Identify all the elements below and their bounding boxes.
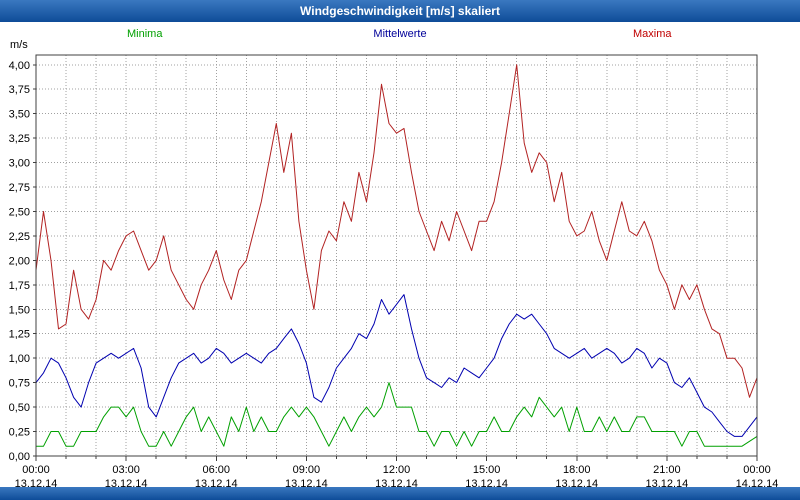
x-tick-time-label: 21:00 bbox=[653, 464, 681, 476]
x-tick-time-label: 15:00 bbox=[473, 464, 501, 476]
y-tick-label: 0,00 bbox=[9, 451, 30, 463]
y-tick-label: 4,00 bbox=[9, 60, 30, 72]
x-tick-time-label: 09:00 bbox=[293, 464, 321, 476]
y-tick-label: 1,00 bbox=[9, 353, 30, 365]
x-tick-time-label: 06:00 bbox=[202, 464, 230, 476]
legend-mittelwerte-label: Mittelwerte bbox=[373, 28, 427, 40]
x-tick-time-label: 18:00 bbox=[563, 464, 591, 476]
y-tick-label: 3,50 bbox=[9, 109, 30, 121]
y-tick-label: 1,50 bbox=[9, 304, 30, 316]
page-title: Windgeschwindigkeit [m/s] skaliert bbox=[300, 4, 500, 18]
plot-border bbox=[35, 54, 758, 457]
y-tick-label: 3,75 bbox=[9, 84, 30, 96]
y-tick-label: 1,75 bbox=[9, 280, 30, 292]
x-tick-time-label: 00:00 bbox=[22, 464, 50, 476]
series-line-maxima bbox=[35, 64, 758, 398]
y-axis-unit-label: m/s bbox=[10, 39, 28, 51]
y-tick-label: 2,50 bbox=[9, 206, 30, 218]
y-tick-label: 0,75 bbox=[9, 378, 30, 390]
y-tick-label: 1,25 bbox=[9, 329, 30, 341]
x-tick-time-label: 00:00 bbox=[743, 464, 771, 476]
y-tick-label: 2,75 bbox=[9, 182, 30, 194]
y-tick-label: 0,50 bbox=[9, 402, 30, 414]
grid-lines bbox=[36, 55, 757, 456]
y-tick-label: 0,25 bbox=[9, 427, 30, 439]
y-tick-label: 2,25 bbox=[9, 231, 30, 243]
x-tick-time-label: 03:00 bbox=[112, 464, 140, 476]
y-tick-label: 3,25 bbox=[9, 133, 30, 145]
legend-maxima-label: Maxima bbox=[633, 28, 672, 40]
y-tick-label: 3,00 bbox=[9, 158, 30, 170]
x-tick-time-label: 12:00 bbox=[383, 464, 411, 476]
y-tick-label: 2,00 bbox=[9, 255, 30, 267]
series-line-minima bbox=[36, 382, 758, 447]
y-axis-labels: 0,00 0,25 0,50 0,75 1,00 1,25 1,50 1,75 2,00 2,25… bbox=[9, 60, 30, 463]
bottom-bar bbox=[0, 487, 800, 500]
series-line-mittelwerte bbox=[35, 294, 758, 437]
title-bar: Windgeschwindigkeit [m/s] skaliert bbox=[0, 0, 800, 22]
legend-minima-label: Minima bbox=[127, 28, 163, 40]
